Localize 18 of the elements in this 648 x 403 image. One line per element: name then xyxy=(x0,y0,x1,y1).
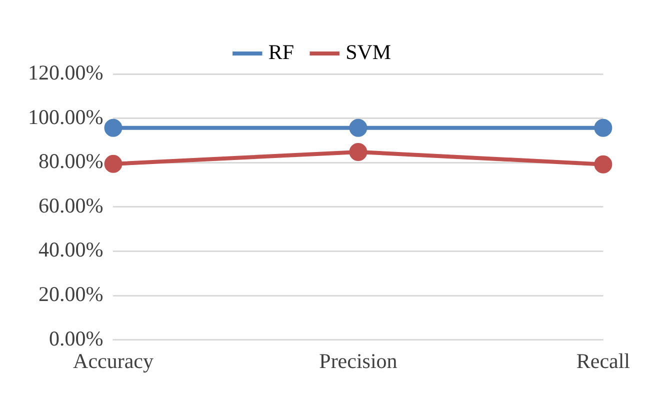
y-tick-label: 120.00% xyxy=(28,60,104,85)
y-tick-label: 80.00% xyxy=(38,149,104,174)
legend-label: RF xyxy=(268,40,294,64)
y-tick-label: 40.00% xyxy=(38,238,104,262)
point xyxy=(349,118,368,137)
y-tick-label: 20.00% xyxy=(38,282,104,306)
point xyxy=(349,142,368,161)
y-tick-label: 60.00% xyxy=(38,193,104,218)
x-tick-label: Accuracy xyxy=(73,348,154,373)
x-tick-label: Recall xyxy=(576,348,630,373)
point xyxy=(594,118,612,137)
y-tick-label: 100.00% xyxy=(28,104,104,129)
y-tick-label: 0.00% xyxy=(48,326,104,350)
point xyxy=(594,155,612,174)
point xyxy=(104,118,122,137)
legend-label: SVM xyxy=(346,40,392,64)
x-tick-label: Precision xyxy=(319,348,398,373)
point xyxy=(104,154,122,173)
